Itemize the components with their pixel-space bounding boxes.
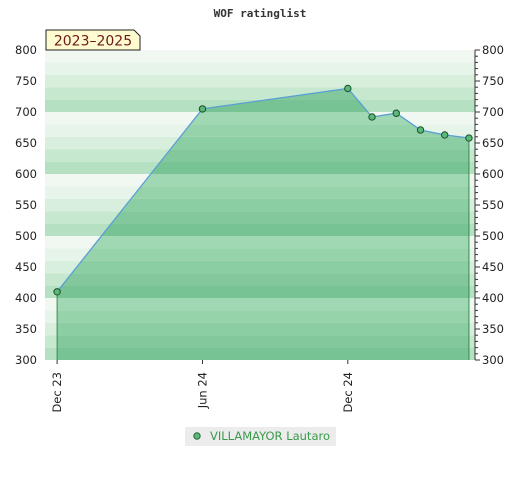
area-stripe — [57, 248, 469, 261]
points-layer — [53, 84, 473, 296]
band-stripe — [45, 62, 475, 75]
area-stripe — [57, 211, 469, 224]
data-point[interactable] — [198, 105, 207, 113]
area-stripe — [57, 285, 469, 298]
y-tick-label: 800 — [15, 43, 37, 57]
period-badge: 2023–2025 — [45, 29, 141, 51]
y-tick-label: 550 — [15, 198, 37, 212]
data-point[interactable] — [465, 134, 473, 142]
y-tick-label: 400 — [15, 291, 37, 305]
data-point[interactable] — [392, 109, 400, 117]
y-tick-label-right: 750 — [482, 74, 504, 88]
legend-label: VILLAMAYOR Lautaro — [210, 429, 330, 443]
x-tick-label: Dec 24 — [341, 372, 355, 413]
y-tick-label-right: 300 — [482, 353, 504, 367]
area-stripe — [57, 310, 469, 323]
band-stripe — [45, 50, 475, 63]
data-point[interactable] — [344, 84, 352, 93]
y-tick-label: 700 — [15, 105, 37, 119]
period-label: 2023–2025 — [54, 34, 132, 50]
area-stripe — [57, 322, 469, 336]
y-tick-label-right: 400 — [482, 291, 504, 305]
legend-marker-icon — [193, 432, 201, 440]
y-tick-label-right: 550 — [482, 198, 504, 212]
y-tick-label: 350 — [15, 322, 37, 336]
y-tick-label-right: 450 — [482, 260, 504, 274]
y-tick-label-right: 350 — [482, 322, 504, 336]
area-stripe — [57, 198, 469, 212]
data-point[interactable] — [368, 113, 376, 121]
y-tick-label: 300 — [15, 353, 37, 367]
area-stripe — [57, 186, 469, 199]
area-stripe — [57, 260, 469, 274]
data-point[interactable] — [416, 126, 425, 134]
y-tick-label: 500 — [15, 229, 37, 243]
x-tick-label: Jun 24 — [195, 372, 209, 409]
y-tick-label-right: 650 — [482, 136, 504, 150]
area-stripe — [57, 236, 469, 249]
area-stripe — [57, 223, 469, 236]
area-stripe — [57, 273, 469, 286]
area-stripe — [57, 335, 469, 348]
y-tick-label: 600 — [15, 167, 37, 181]
data-point[interactable] — [441, 131, 449, 139]
band-stripe — [45, 74, 475, 88]
chart-title: WOF ratinglist — [214, 7, 307, 20]
band-stripe — [45, 87, 475, 100]
area-stripe — [57, 174, 469, 187]
legend[interactable]: VILLAMAYOR Lautaro — [185, 427, 336, 446]
data-point[interactable] — [53, 288, 61, 296]
y-tick-label-right: 800 — [482, 43, 504, 57]
y-axis-left: 300 350 400 450 500 550 600 650 700 750 800 — [15, 43, 37, 367]
y-tick-label: 750 — [15, 74, 37, 88]
y-tick-label-right: 700 — [482, 105, 504, 119]
area-stripe — [57, 161, 469, 174]
area-stripe — [57, 298, 469, 311]
y-tick-label: 650 — [15, 136, 37, 150]
y-tick-label-right: 600 — [482, 167, 504, 181]
series-line — [56, 87, 470, 293]
x-tick-label: Dec 23 — [50, 372, 64, 413]
y-tick-label: 450 — [15, 260, 37, 274]
area-stripe — [57, 347, 469, 360]
y-tick-label-right: 500 — [482, 229, 504, 243]
x-axis: Dec 23 Jun 24 Dec 24 — [50, 360, 355, 413]
y-axis-right: 300 350 400 450 500 550 600 650 700 750 800 — [474, 43, 504, 367]
